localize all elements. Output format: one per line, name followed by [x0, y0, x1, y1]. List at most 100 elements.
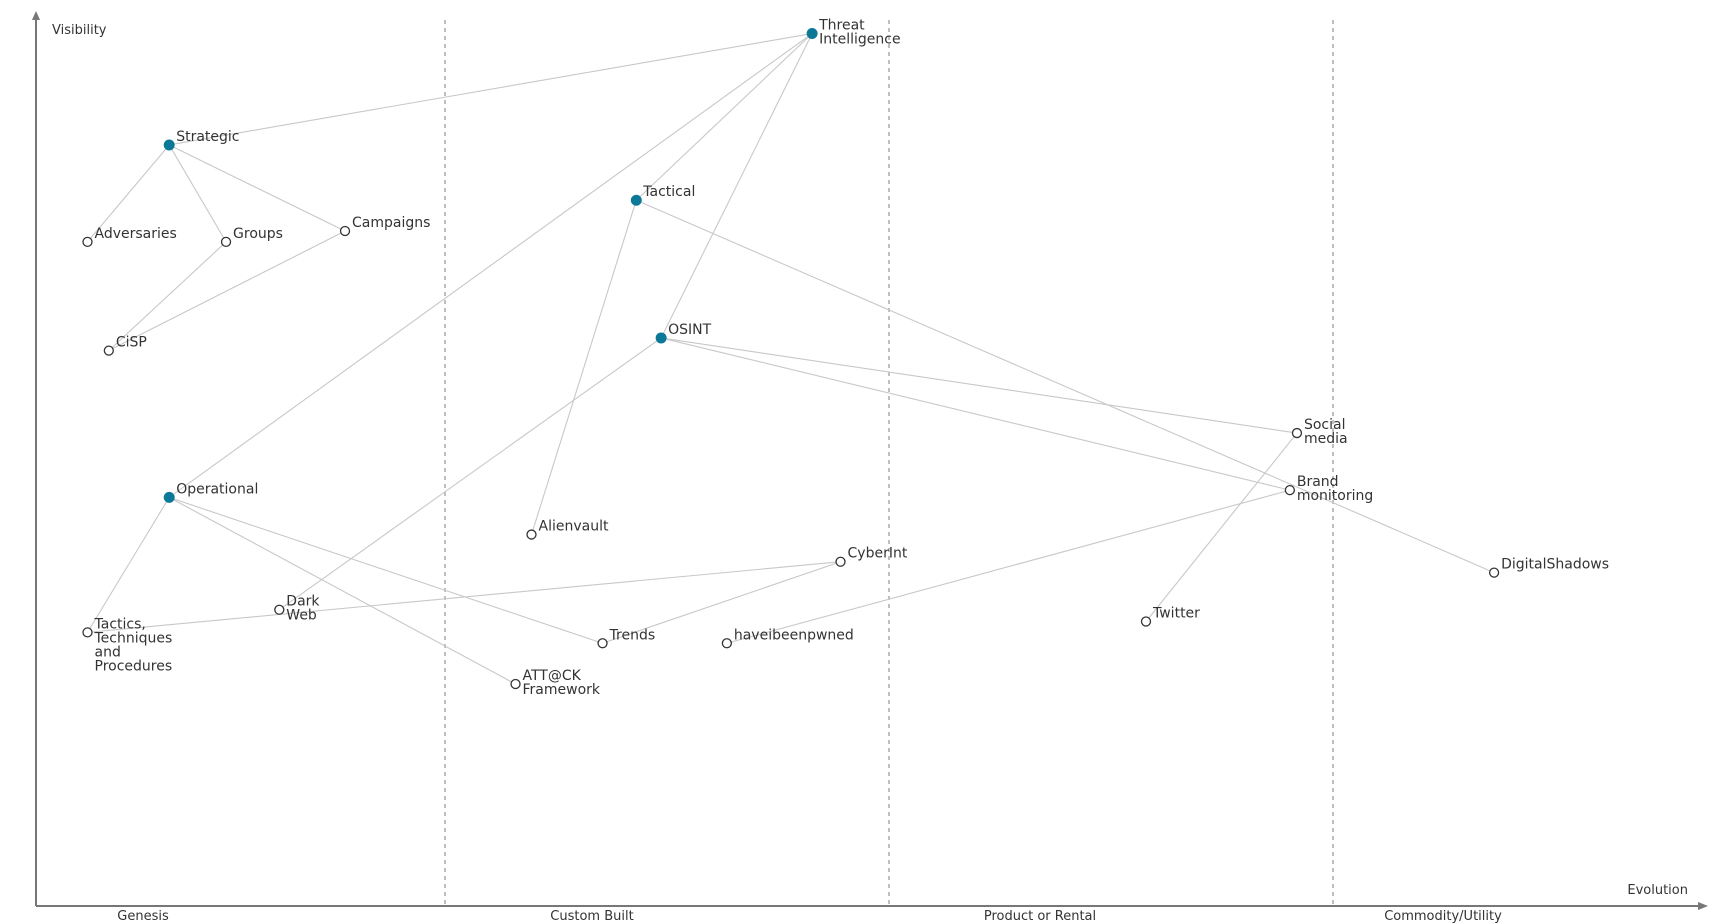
stage-dividers	[444, 20, 1334, 905]
component-label-line: ATT@CK	[523, 668, 582, 684]
stage-label-product: Product or Rental	[984, 909, 1096, 924]
component-alienvault[interactable]: Alienvault	[526, 519, 609, 540]
component-groups[interactable]: Groups	[220, 226, 283, 248]
link-ttp-to-cyberint	[87, 561, 841, 633]
component-social-media[interactable]: Social media	[1291, 417, 1348, 447]
link-trends-to-cyberint	[602, 561, 841, 644]
component-label-osint: OSINT	[668, 322, 712, 338]
component-label-dark-web: Dark Web	[286, 594, 320, 624]
component-digitalshadows[interactable]: DigitalShadows	[1488, 557, 1609, 578]
link-tactical-to-threat-intelligence	[635, 33, 813, 201]
link-campaigns-to-cisp	[108, 230, 346, 352]
link-tactical-to-alienvault	[530, 200, 637, 535]
component-marker-social-media[interactable]	[1291, 427, 1303, 439]
component-marker-threat-intelligence[interactable]	[806, 28, 818, 40]
component-cisp[interactable]: CiSP	[103, 335, 147, 356]
component-strategic[interactable]: Strategic	[163, 129, 239, 151]
link-osint-to-dark-web	[278, 337, 662, 611]
component-label-line: Web	[286, 608, 317, 624]
component-label-line: DigitalShadows	[1501, 557, 1609, 573]
component-cyberint[interactable]: CyberInt	[835, 546, 908, 567]
component-marker-cisp[interactable]	[103, 345, 114, 356]
dependency-links	[87, 32, 1495, 685]
component-marker-strategic[interactable]	[163, 139, 175, 151]
component-marker-twitter[interactable]	[1140, 616, 1152, 627]
link-operational-to-attck-framework	[168, 496, 516, 685]
component-label-line: Alienvault	[539, 519, 609, 535]
component-label-line: Tactical	[642, 184, 695, 200]
y-axis-label: Visibility	[52, 23, 107, 38]
component-marker-haveibeenpwned[interactable]	[721, 638, 733, 649]
component-label-brand-monitoring: Brand monitoring	[1297, 474, 1373, 504]
component-label-line: Adversaries	[95, 226, 177, 242]
component-marker-dark-web[interactable]	[274, 604, 285, 615]
component-label-twitter: Twitter	[1152, 606, 1200, 622]
component-marker-attck-framework[interactable]	[510, 678, 521, 690]
component-marker-adversaries[interactable]	[82, 236, 93, 248]
component-marker-campaigns[interactable]	[339, 225, 351, 237]
component-attck-framework[interactable]: ATT@CK Framework	[510, 668, 601, 698]
component-marker-brand-monitoring[interactable]	[1284, 484, 1296, 496]
x-axis-label: Evolution	[1627, 883, 1688, 898]
component-label-groups: Groups	[233, 226, 283, 242]
component-label-social-media: Social media	[1304, 417, 1348, 447]
component-label-digitalshadows: DigitalShadows	[1501, 557, 1609, 573]
component-tactical[interactable]: Tactical	[630, 184, 695, 206]
component-label-line: Groups	[233, 226, 283, 242]
link-operational-to-ttp	[87, 497, 170, 633]
component-label-line: haveibeenpwned	[734, 627, 854, 643]
component-label-line: Strategic	[176, 129, 239, 145]
stage-label-commodity: Commodity/Utility	[1384, 909, 1502, 924]
component-label-attck-framework: ATT@CK Framework	[523, 668, 601, 698]
component-marker-trends[interactable]	[597, 638, 608, 649]
component-operational[interactable]: Operational	[163, 481, 258, 503]
component-twitter[interactable]: Twitter	[1140, 606, 1201, 627]
y-axis-arrow-icon	[32, 11, 40, 20]
component-label-line: Brand	[1297, 474, 1339, 490]
component-label-tactical: Tactical	[642, 184, 695, 200]
component-label-line: Threat	[818, 18, 865, 34]
component-marker-ttp[interactable]	[82, 627, 93, 638]
component-label-line: Social	[1304, 417, 1346, 433]
link-strategic-to-campaigns	[168, 144, 346, 232]
component-label-line: Framework	[523, 682, 601, 698]
component-label-line: CiSP	[116, 335, 147, 351]
component-marker-alienvault[interactable]	[526, 529, 537, 540]
component-haveibeenpwned[interactable]: haveibeenpwned	[721, 627, 854, 649]
component-label-ttp: Tactics, Techniques and Procedures	[94, 616, 173, 674]
component-label-cisp: CiSP	[116, 335, 147, 351]
component-label-trends: Trends	[609, 627, 656, 643]
component-marker-digitalshadows[interactable]	[1488, 567, 1500, 578]
link-haveibeenpwned-to-brand-monitoring	[726, 489, 1291, 644]
component-label-cyberint: CyberInt	[848, 546, 908, 562]
component-osint[interactable]: OSINT	[655, 322, 712, 344]
component-dark-web[interactable]: Dark Web	[274, 594, 321, 624]
component-threat-intelligence[interactable]: Threat Intelligence	[806, 18, 901, 48]
component-ttp[interactable]: Tactics, Techniques and Procedures	[82, 616, 173, 674]
component-marker-groups[interactable]	[220, 236, 232, 248]
component-marker-tactical[interactable]	[630, 194, 642, 206]
x-axis-arrow-icon	[1698, 902, 1708, 910]
component-label-campaigns: Campaigns	[352, 215, 430, 231]
component-label-line: Procedures	[95, 658, 173, 674]
component-label-line: media	[1304, 431, 1348, 447]
link-operational-to-trends	[169, 496, 603, 644]
component-brand-monitoring[interactable]: Brand monitoring	[1284, 474, 1373, 504]
link-operational-to-threat-intelligence	[168, 33, 813, 498]
component-label-line: Tactics,	[94, 616, 146, 632]
component-trends[interactable]: Trends	[597, 627, 656, 649]
component-marker-operational[interactable]	[163, 491, 175, 503]
component-label-alienvault: Alienvault	[539, 519, 609, 535]
component-campaigns[interactable]: Campaigns	[339, 215, 431, 237]
component-label-line: CyberInt	[848, 546, 908, 562]
stage-label-custom-built: Custom Built	[550, 909, 633, 924]
component-label-line: Intelligence	[819, 32, 900, 48]
link-tactical-to-digitalshadows	[636, 199, 1495, 574]
link-groups-to-cisp	[108, 241, 227, 352]
component-marker-osint[interactable]	[655, 332, 667, 344]
components: Threat Intelligence Strategic Tactical OSINT…	[82, 18, 1609, 698]
component-marker-cyberint[interactable]	[835, 556, 846, 567]
component-label-adversaries: Adversaries	[95, 226, 177, 242]
link-osint-to-social-media	[661, 337, 1298, 434]
component-adversaries[interactable]: Adversaries	[82, 226, 177, 248]
